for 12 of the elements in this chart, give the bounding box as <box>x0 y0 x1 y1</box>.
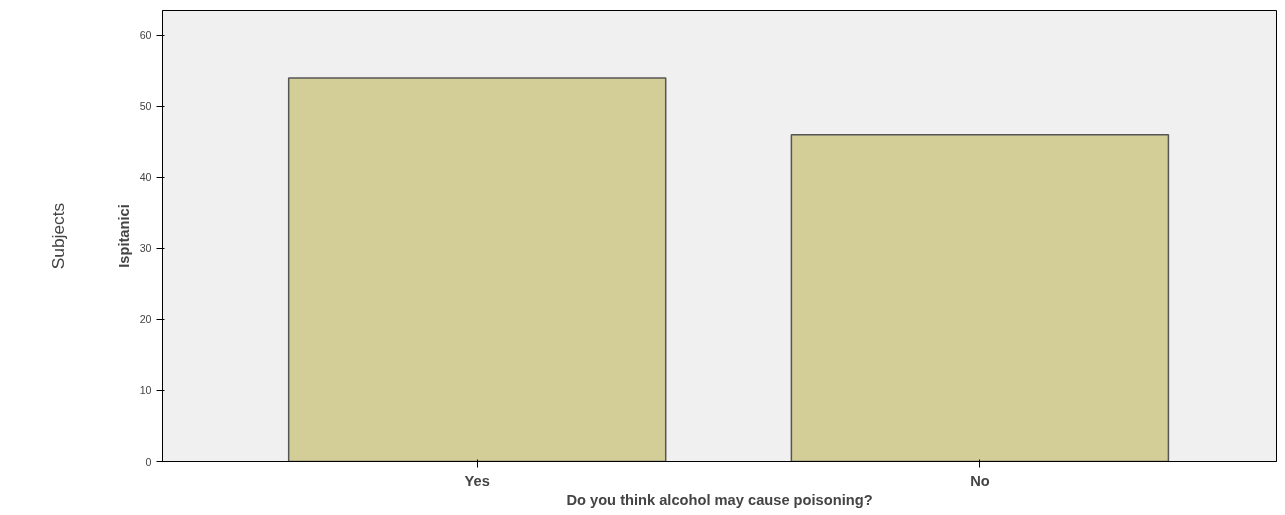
y-tick-label: 0 <box>145 455 152 468</box>
x-axis-title: Do you think alcohol may cause poisoning? <box>566 491 873 508</box>
text: Subjects <box>47 202 68 270</box>
y-axis-title: Ispitanici <box>115 204 132 268</box>
y-tick-label: 50 <box>139 100 152 113</box>
y-tick-label: 60 <box>139 29 152 42</box>
x-tick-label: No <box>970 472 990 489</box>
y-tick-label: 20 <box>139 313 152 326</box>
x-tick-label: Yes <box>464 472 490 489</box>
y-tick-label: 40 <box>139 171 152 184</box>
y-tick-label: 30 <box>139 242 152 255</box>
y-tick-label: 10 <box>139 384 152 397</box>
